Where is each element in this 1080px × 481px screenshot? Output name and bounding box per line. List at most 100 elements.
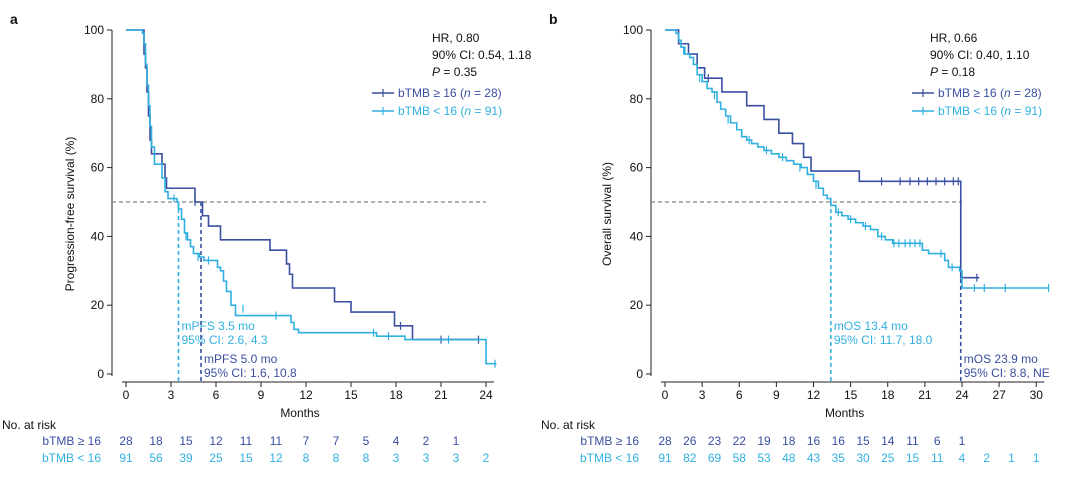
p-value-number: = 0.35: [440, 65, 477, 79]
risk-count-low: 91: [658, 451, 672, 465]
risk-count-low: 2: [483, 451, 490, 465]
legend-n-value: = 91): [471, 104, 502, 118]
survival-curve-high: [665, 29, 980, 279]
x-tick-label: 9: [773, 388, 780, 402]
risk-count-high: 2: [423, 434, 430, 448]
legend-prefix: bTMB < 16 (: [938, 104, 1004, 118]
risk-count-high: 15: [179, 434, 193, 448]
risk-count-low: 8: [303, 451, 310, 465]
risk-count-high: 15: [856, 434, 870, 448]
risk-count-low: 25: [209, 451, 223, 465]
risk-count-low: 48: [782, 451, 796, 465]
y-tick-label: 0: [636, 367, 643, 381]
risk-count-low: 53: [757, 451, 771, 465]
legend-n-value: = 28): [1011, 86, 1042, 100]
median-label-low: mOS 13.4 mo: [834, 319, 908, 333]
risk-count-low: 82: [683, 451, 697, 465]
y-tick-label: 40: [630, 229, 644, 243]
risk-count-high: 16: [832, 434, 846, 448]
y-tick-label: 0: [97, 367, 104, 381]
risk-table-title: No. at risk: [2, 418, 57, 432]
p-value-symbol: P: [930, 65, 938, 79]
x-tick-label: 24: [479, 388, 493, 402]
median-label-low: 95% CI: 2.6, 4.3: [182, 333, 268, 347]
risk-count-high: 4: [393, 434, 400, 448]
legend-n: n: [1004, 104, 1011, 118]
legend-n-value: = 91): [1011, 104, 1042, 118]
x-axis-label: Months: [280, 406, 319, 420]
p-value: P = 0.18: [930, 65, 975, 79]
x-axis-label: Months: [825, 406, 864, 420]
legend-prefix: bTMB ≥ 16 (: [398, 86, 464, 100]
panel-b-os: b0 3 6 9 12 15 18 21 24 27 30020406080100MonthsOve…: [541, 11, 1050, 465]
risk-count-low: 69: [708, 451, 722, 465]
legend-label-low: bTMB < 16 (n = 91): [938, 104, 1042, 118]
panel-a-pfs: a0 3 6 9 12 15 18 21 24020406080100MonthsProgres…: [2, 11, 532, 465]
x-tick-label: 27: [992, 388, 1006, 402]
median-label-low: mPFS 3.5 mo: [182, 319, 256, 333]
hazard-ratio: HR, 0.80: [432, 31, 480, 45]
risk-count-high: 18: [149, 434, 163, 448]
legend-prefix: bTMB < 16 (: [398, 104, 464, 118]
risk-count-high: 12: [209, 434, 223, 448]
legend-n: n: [1004, 86, 1011, 100]
x-tick-label: 24: [955, 388, 969, 402]
legend-prefix: bTMB ≥ 16 (: [938, 86, 1004, 100]
risk-count-low: 1: [1008, 451, 1015, 465]
legend-label-low: bTMB < 16 (n = 91): [398, 104, 502, 118]
x-tick-label: 21: [918, 388, 932, 402]
legend-n: n: [464, 104, 471, 118]
x-tick-label: 6: [213, 388, 220, 402]
risk-row-label-high: bTMB ≥ 16: [42, 434, 101, 448]
risk-count-high: 22: [733, 434, 747, 448]
risk-count-low: 4: [959, 451, 966, 465]
y-tick-label: 60: [630, 161, 644, 175]
risk-count-high: 14: [881, 434, 895, 448]
risk-row-label-high: bTMB ≥ 16: [580, 434, 639, 448]
panel-label: a: [10, 11, 18, 27]
risk-count-low: 3: [393, 451, 400, 465]
risk-count-high: 11: [240, 434, 253, 448]
risk-count-low: 43: [807, 451, 821, 465]
risk-count-high: 28: [119, 434, 133, 448]
confidence-interval: 90% CI: 0.40, 1.10: [930, 48, 1030, 62]
x-tick-label: 12: [807, 388, 821, 402]
y-axis-label: Progression-free survival (%): [63, 137, 77, 292]
risk-count-low: 1: [1033, 451, 1040, 465]
risk-count-low: 8: [333, 451, 340, 465]
median-label-high: mPFS 5.0 mo: [204, 352, 278, 366]
risk-count-low: 58: [733, 451, 747, 465]
risk-row-label-low: bTMB < 16: [42, 451, 101, 465]
risk-count-low: 35: [832, 451, 846, 465]
risk-count-low: 56: [149, 451, 163, 465]
risk-count-low: 3: [423, 451, 430, 465]
median-label-high: 95% CI: 1.6, 10.8: [204, 366, 297, 380]
x-tick-label: 15: [844, 388, 858, 402]
x-tick-label: 21: [434, 388, 448, 402]
risk-count-high: 28: [658, 434, 672, 448]
x-tick-label: 6: [736, 388, 743, 402]
risk-count-high: 7: [303, 434, 310, 448]
risk-count-high: 7: [333, 434, 340, 448]
risk-count-low: 91: [119, 451, 133, 465]
survival-curve-low: [665, 29, 1049, 289]
y-axis-label: Overall survival (%): [600, 162, 614, 266]
median-label-high: 95% CI: 8.8, NE: [964, 366, 1050, 380]
risk-count-low: 30: [856, 451, 870, 465]
confidence-interval: 90% CI: 0.54, 1.18: [432, 48, 532, 62]
p-value-symbol: P: [432, 65, 440, 79]
x-tick-label: 18: [881, 388, 895, 402]
risk-table-title: No. at risk: [541, 418, 596, 432]
risk-count-low: 8: [363, 451, 370, 465]
y-tick-label: 80: [91, 92, 105, 106]
panel-label: b: [549, 11, 558, 27]
x-tick-label: 18: [389, 388, 403, 402]
risk-count-high: 6: [934, 434, 941, 448]
x-tick-label: 9: [258, 388, 265, 402]
risk-count-low: 25: [881, 451, 895, 465]
y-tick-label: 20: [630, 298, 644, 312]
y-tick-label: 60: [91, 161, 105, 175]
risk-count-high: 11: [906, 434, 919, 448]
y-tick-label: 80: [630, 92, 644, 106]
